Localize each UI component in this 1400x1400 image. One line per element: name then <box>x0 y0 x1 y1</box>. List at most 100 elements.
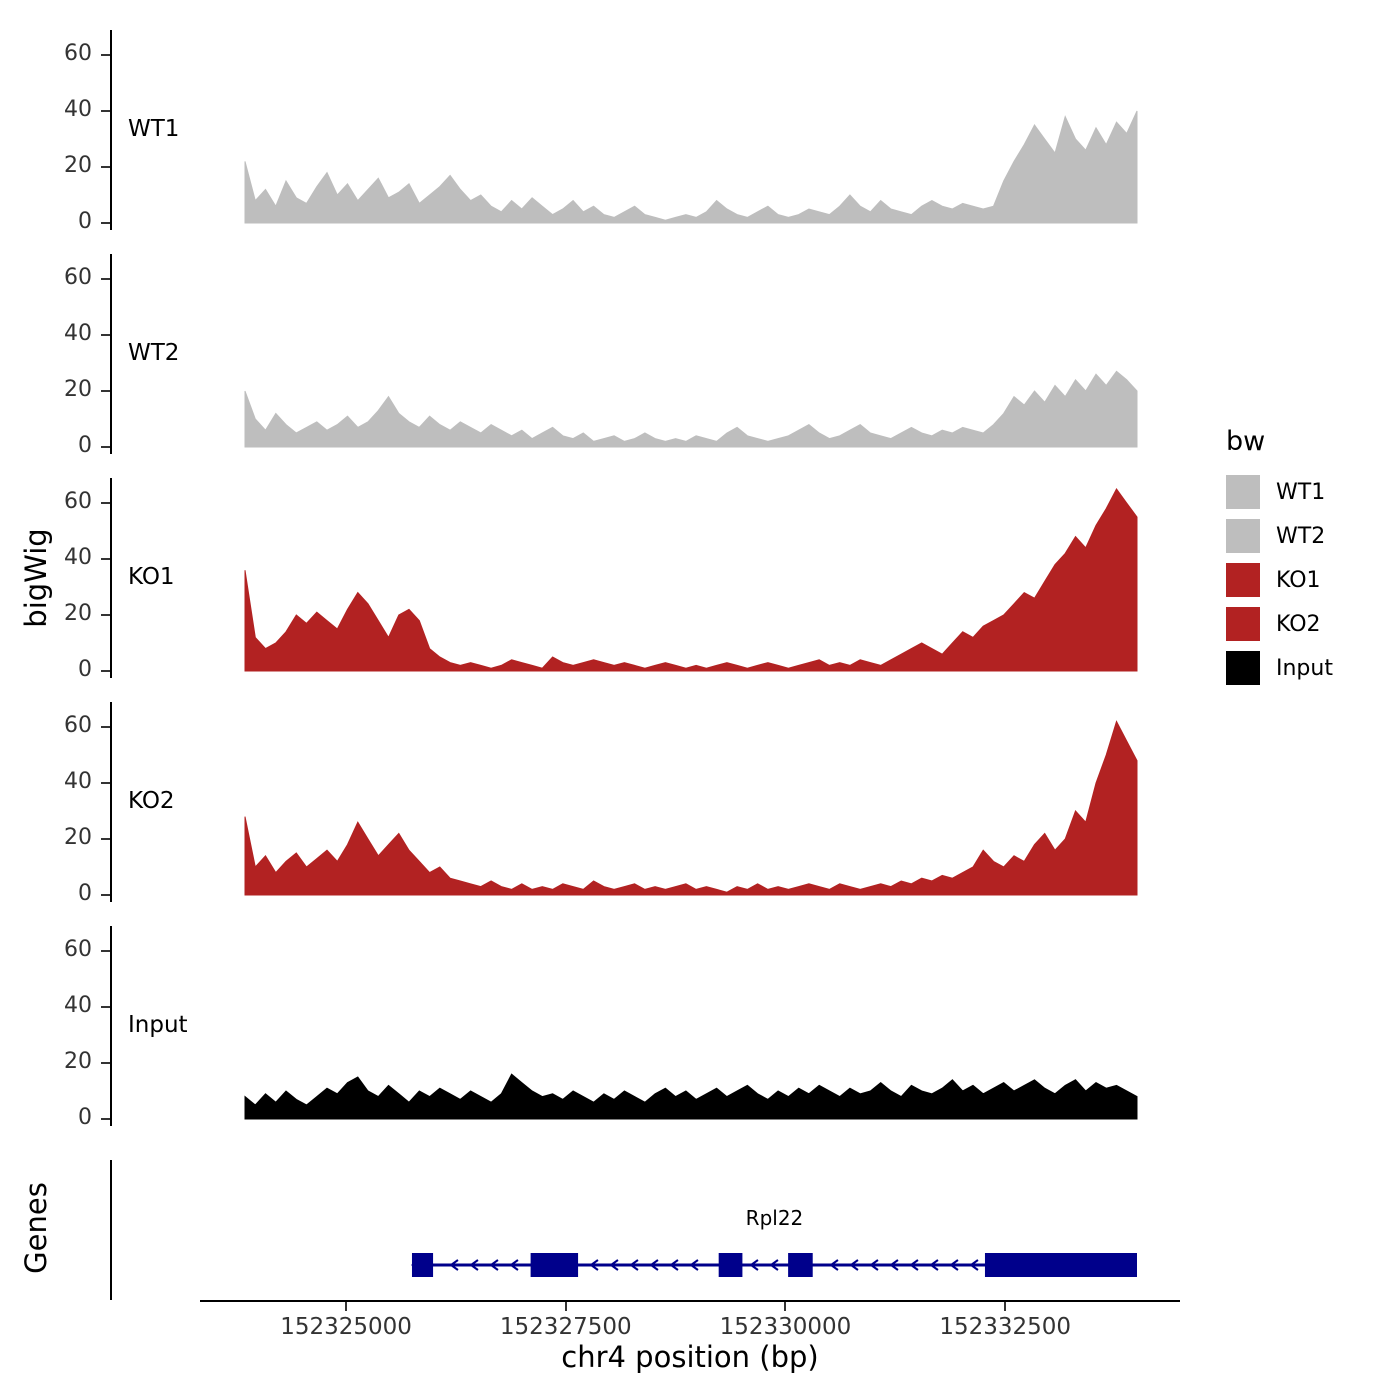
coverage-area-svg <box>244 370 1138 448</box>
y-tick-mark <box>101 1006 110 1008</box>
y-tick-mark <box>101 1062 110 1064</box>
y-tick-label: 40 <box>64 545 92 570</box>
legend-title: bw <box>1226 426 1266 457</box>
y-tick-label: 60 <box>64 489 92 514</box>
y-tick-label: 0 <box>78 657 92 682</box>
legend-items: WT1 WT2 KO1 KO2 Input <box>1226 475 1333 685</box>
y-tick-mark <box>101 670 110 672</box>
exon-box <box>984 1253 1137 1277</box>
y-axis-line <box>110 254 112 454</box>
x-axis-line <box>200 1300 1180 1302</box>
legend-item: KO2 <box>1226 607 1333 641</box>
strand-chevron <box>689 1259 699 1271</box>
strand-chevron <box>589 1259 599 1271</box>
coverage-area-svg <box>244 720 1138 896</box>
strand-chevron <box>929 1259 939 1271</box>
coverage-area <box>244 488 1138 672</box>
exon-box <box>788 1253 813 1277</box>
strand-chevron <box>969 1259 979 1271</box>
legend-swatch <box>1226 651 1260 685</box>
strand-chevron <box>449 1259 459 1271</box>
track-panel-ko1: 0 20 40 60 KO1 <box>0 478 1400 682</box>
coverage-area-svg <box>244 488 1138 672</box>
x-tick-mark <box>564 1302 567 1311</box>
track-panel-ko2: 0 20 40 60 KO2 <box>0 702 1400 906</box>
strand-chevron <box>949 1259 959 1271</box>
legend-swatch <box>1226 475 1260 509</box>
y-tick-label: 40 <box>64 769 92 794</box>
y-tick-mark <box>101 54 110 56</box>
y-tick-label: 20 <box>64 377 92 402</box>
strand-chevron <box>849 1259 859 1271</box>
x-tick-mark <box>345 1302 348 1311</box>
strand-chevron <box>909 1259 919 1271</box>
legend-swatch <box>1226 607 1260 641</box>
track-name-label: Input <box>128 1012 188 1038</box>
coverage-area <box>244 370 1138 448</box>
y-tick-label: 20 <box>64 601 92 626</box>
legend-item: KO1 <box>1226 563 1333 597</box>
legend-item: WT1 <box>1226 475 1333 509</box>
y-tick-label: 60 <box>64 265 92 290</box>
y-tick-label: 20 <box>64 1049 92 1074</box>
gene-name-label: Rpl22 <box>745 1206 804 1230</box>
x-tick-mark <box>784 1302 787 1311</box>
y-tick-label: 0 <box>78 209 92 234</box>
y-axis-line <box>110 478 112 678</box>
y-tick-mark <box>101 222 110 224</box>
x-tick-label: 152332500 <box>939 1314 1072 1340</box>
y-tick-mark <box>101 950 110 952</box>
track-name-label: KO1 <box>128 564 175 590</box>
track-name-label: WT2 <box>128 340 180 366</box>
legend-item-label: WT1 <box>1276 479 1326 505</box>
coverage-area-svg <box>244 110 1138 224</box>
y-tick-label: 0 <box>78 881 92 906</box>
y-tick-mark <box>101 278 110 280</box>
y-tick-mark <box>101 334 110 336</box>
legend-item-label: Input <box>1276 655 1333 681</box>
y-axis-line <box>110 926 112 1126</box>
y-tick-mark <box>101 502 110 504</box>
strand-chevron <box>509 1259 519 1271</box>
y-tick-mark <box>101 838 110 840</box>
track-panel-input: 0 20 40 60 Input <box>0 926 1400 1130</box>
x-tick-label: 152330000 <box>719 1314 852 1340</box>
y-tick-mark <box>101 446 110 448</box>
x-tick-mark <box>1004 1302 1007 1311</box>
y-tick-mark <box>101 110 110 112</box>
x-tick-label: 152325000 <box>280 1314 412 1340</box>
y-tick-mark <box>101 614 110 616</box>
y-tick-label: 20 <box>64 153 92 178</box>
y-tick-mark <box>101 894 110 896</box>
y-tick-mark <box>101 782 110 784</box>
y-tick-label: 20 <box>64 825 92 850</box>
coverage-area <box>244 720 1138 896</box>
x-tick-label: 152327500 <box>499 1314 632 1340</box>
legend-item: Input <box>1226 651 1333 685</box>
strand-chevron <box>629 1259 639 1271</box>
y-tick-mark <box>101 390 110 392</box>
strand-chevron <box>649 1259 659 1271</box>
strand-chevron <box>669 1259 679 1271</box>
y-tick-mark <box>101 166 110 168</box>
track-name-label: KO2 <box>128 788 175 814</box>
y-axis-line <box>110 702 112 902</box>
strand-chevron <box>749 1259 759 1271</box>
genes-panel: Rpl22 <box>0 1160 1400 1300</box>
y-tick-label: 60 <box>64 937 92 962</box>
legend-item-label: KO1 <box>1276 567 1321 593</box>
strand-chevron <box>489 1259 499 1271</box>
y-tick-label: 60 <box>64 41 92 66</box>
y-tick-label: 40 <box>64 321 92 346</box>
genes-axis-line <box>110 1160 112 1300</box>
exon-box <box>411 1253 434 1277</box>
legend-swatch <box>1226 563 1260 597</box>
coverage-area <box>244 1073 1138 1120</box>
strand-chevron <box>889 1259 899 1271</box>
legend-swatch <box>1226 519 1260 553</box>
coverage-area-svg <box>244 1073 1138 1120</box>
y-tick-label: 40 <box>64 97 92 122</box>
y-tick-mark <box>101 1118 110 1120</box>
y-tick-label: 0 <box>78 1105 92 1130</box>
exon-box <box>718 1253 743 1277</box>
